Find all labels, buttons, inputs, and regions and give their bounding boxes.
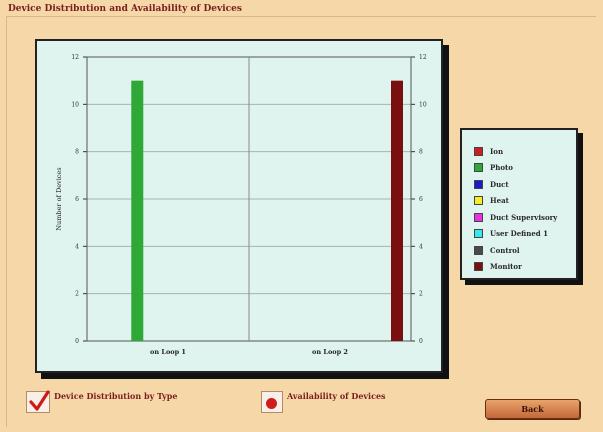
- y-tick-label-right: 4: [419, 243, 423, 250]
- legend-item: Duct Supervisory: [462, 209, 576, 226]
- x-category-label: on Loop 1: [150, 348, 186, 356]
- device-distribution-checkbox[interactable]: [26, 390, 50, 413]
- legend-label: Photo: [490, 163, 513, 173]
- back-button[interactable]: Back: [485, 399, 580, 419]
- y-tick-label-right: 6: [419, 196, 423, 203]
- y-tick-label-right: 2: [419, 291, 423, 298]
- y-tick-label-left: 4: [75, 243, 79, 250]
- device-distribution-by-type-option[interactable]: Device Distribution by Type: [26, 390, 178, 413]
- availability-label: Availability of Devices: [287, 391, 386, 401]
- legend-item: Control: [462, 242, 576, 259]
- checkmark-icon: [29, 390, 50, 411]
- y-tick-label-left: 6: [75, 196, 79, 203]
- bar: [391, 80, 403, 341]
- legend-label: Control: [490, 245, 520, 255]
- y-tick-label-right: 10: [419, 101, 427, 108]
- legend-item: Heat: [462, 193, 576, 210]
- legend-swatch: [474, 146, 483, 156]
- legend-item: Ion: [462, 143, 576, 160]
- chart-panel: 0 0 2 2 4 4 6 6 8 8 10 10 12 12 on Loop 1 on Loop 2 Numb…: [35, 39, 443, 373]
- legend-label: Heat: [490, 196, 509, 206]
- device-distribution-label: Device Distribution by Type: [54, 391, 178, 401]
- y-tick-label-left: 2: [75, 291, 79, 298]
- legend-swatch: [474, 196, 483, 206]
- availability-of-devices-option[interactable]: Availability of Devices: [261, 391, 386, 413]
- x-category-label: on Loop 2: [312, 348, 348, 356]
- y-tick-label-right: 8: [419, 149, 423, 156]
- y-tick-label-right: 0: [419, 338, 423, 345]
- legend-item: Photo: [462, 160, 576, 177]
- legend-panel: Ion Photo Duct Heat Duct Supervisory User Def…: [460, 128, 578, 280]
- legend-label: Monitor: [490, 262, 522, 272]
- window-title: Device Distribution and Availability of …: [8, 4, 242, 14]
- legend-item: Duct: [462, 176, 576, 193]
- legend-label: Ion: [490, 146, 504, 156]
- legend-label: Duct Supervisory: [490, 212, 558, 222]
- legend-swatch: [474, 229, 483, 239]
- legend-swatch: [474, 262, 483, 272]
- y-tick-label-left: 10: [71, 101, 79, 108]
- y-tick-label-left: 8: [75, 149, 79, 156]
- content-frame: [6, 16, 596, 427]
- legend-swatch: [474, 245, 483, 255]
- bar-chart: 0 0 2 2 4 4 6 6 8 8 10 10 12 12 on Loop 1 on Loop 2 Numb…: [55, 54, 427, 356]
- legend-list: Ion Photo Duct Heat Duct Supervisory User Def…: [462, 130, 576, 275]
- legend-swatch: [474, 212, 483, 222]
- legend-label: User Defined 1: [490, 229, 548, 239]
- bar: [131, 80, 144, 341]
- y-tick-label-left: 0: [75, 338, 79, 345]
- availability-radio[interactable]: [261, 391, 283, 413]
- radio-selected-dot-icon: [266, 398, 277, 409]
- legend-swatch: [474, 163, 483, 173]
- y-axis-label: Number of Devices: [55, 167, 63, 230]
- legend-label: Duct: [490, 179, 509, 189]
- legend-swatch: [474, 179, 483, 189]
- y-tick-label-left: 12: [71, 54, 79, 61]
- legend-item: Monitor: [462, 259, 576, 276]
- legend-item: User Defined 1: [462, 226, 576, 243]
- y-tick-label-right: 12: [419, 54, 427, 61]
